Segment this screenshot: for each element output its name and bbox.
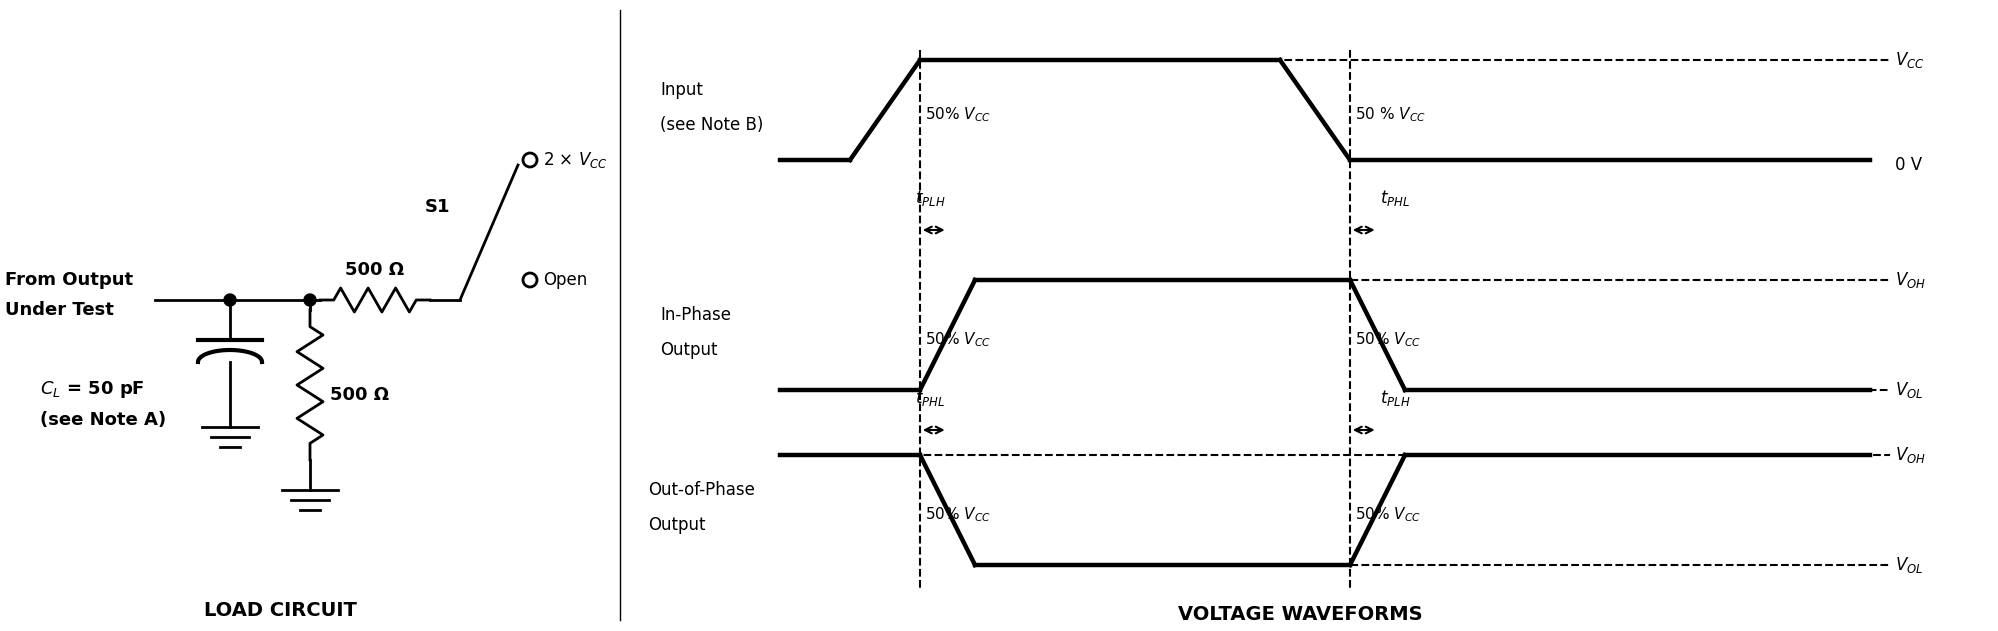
- Text: $V_{OH}$: $V_{OH}$: [1894, 270, 1924, 290]
- Text: $V_{OL}$: $V_{OL}$: [1894, 380, 1922, 400]
- Text: $t_{PHL}$: $t_{PHL}$: [915, 388, 945, 408]
- Text: 50% $V_{CC}$: 50% $V_{CC}$: [1355, 505, 1421, 524]
- Text: Input: Input: [659, 81, 703, 99]
- Text: (see Note A): (see Note A): [40, 411, 166, 429]
- Text: In-Phase: In-Phase: [659, 306, 731, 324]
- Text: From Output: From Output: [6, 271, 134, 289]
- Text: $C_L$ = 50 pF: $C_L$ = 50 pF: [40, 379, 144, 401]
- Text: Open: Open: [543, 271, 587, 289]
- Text: Output: Output: [647, 516, 705, 534]
- Text: 2 $\times$ $V_{CC}$: 2 $\times$ $V_{CC}$: [543, 150, 607, 170]
- Text: 50 % $V_{CC}$: 50 % $V_{CC}$: [1355, 105, 1425, 124]
- Text: Output: Output: [659, 341, 717, 359]
- Text: 50% $V_{CC}$: 50% $V_{CC}$: [925, 105, 991, 124]
- Text: $V_{OL}$: $V_{OL}$: [1894, 555, 1922, 575]
- Text: 500 Ω: 500 Ω: [346, 261, 404, 279]
- Text: S1: S1: [424, 199, 450, 216]
- Text: (see Note B): (see Note B): [659, 116, 763, 134]
- Circle shape: [304, 294, 316, 306]
- Text: $t_{PLH}$: $t_{PLH}$: [915, 188, 945, 208]
- Text: 50% $V_{CC}$: 50% $V_{CC}$: [925, 505, 991, 524]
- Circle shape: [224, 294, 236, 306]
- Text: 50% $V_{CC}$: 50% $V_{CC}$: [1355, 331, 1421, 350]
- Text: 500 Ω: 500 Ω: [330, 386, 390, 404]
- Text: $V_{CC}$: $V_{CC}$: [1894, 50, 1924, 70]
- Text: $t_{PLH}$: $t_{PLH}$: [1379, 388, 1411, 408]
- Text: $V_{OH}$: $V_{OH}$: [1894, 445, 1924, 465]
- Text: Out-of-Phase: Out-of-Phase: [647, 481, 755, 499]
- Text: Under Test: Under Test: [6, 301, 114, 319]
- Text: LOAD CIRCUIT: LOAD CIRCUIT: [204, 601, 356, 620]
- Text: $t_{PHL}$: $t_{PHL}$: [1379, 188, 1409, 208]
- Text: VOLTAGE WAVEFORMS: VOLTAGE WAVEFORMS: [1177, 606, 1423, 625]
- Text: 0 V: 0 V: [1894, 156, 1922, 174]
- Text: 50% $V_{CC}$: 50% $V_{CC}$: [925, 331, 991, 350]
